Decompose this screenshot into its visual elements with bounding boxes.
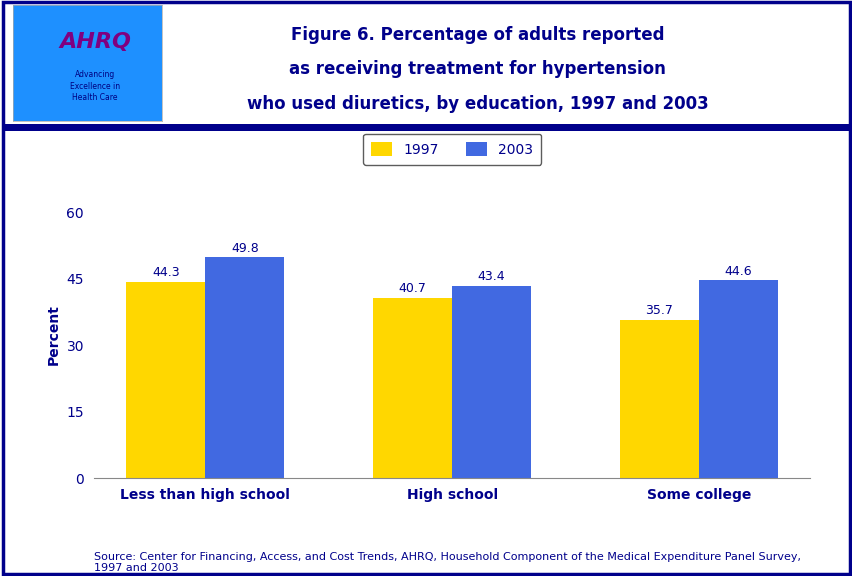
Text: Figure 6. Percentage of adults reported: Figure 6. Percentage of adults reported bbox=[291, 26, 664, 44]
Text: 44.3: 44.3 bbox=[152, 266, 180, 279]
Y-axis label: Percent: Percent bbox=[47, 304, 60, 365]
Bar bbox=[126, 282, 205, 478]
Text: 44.6: 44.6 bbox=[723, 265, 751, 278]
Legend: 1997, 2003: 1997, 2003 bbox=[362, 134, 541, 165]
Text: Source: Center for Financing, Access, and Cost Trends, AHRQ, Household Component: Source: Center for Financing, Access, an… bbox=[94, 552, 800, 573]
Text: AHRQ: AHRQ bbox=[59, 32, 130, 52]
Bar bbox=[372, 298, 452, 478]
Bar bbox=[205, 257, 284, 478]
Bar bbox=[619, 320, 698, 478]
Text: 35.7: 35.7 bbox=[645, 304, 672, 317]
Text: as receiving treatment for hypertension: as receiving treatment for hypertension bbox=[289, 60, 665, 78]
Text: 43.4: 43.4 bbox=[477, 270, 504, 283]
Bar bbox=[452, 286, 531, 478]
Text: who used diuretics, by education, 1997 and 2003: who used diuretics, by education, 1997 a… bbox=[246, 95, 708, 113]
Text: 49.8: 49.8 bbox=[231, 242, 258, 255]
Bar bbox=[698, 281, 777, 478]
Text: Advancing
Excellence in
Health Care: Advancing Excellence in Health Care bbox=[70, 70, 120, 103]
Text: 40.7: 40.7 bbox=[398, 282, 426, 295]
